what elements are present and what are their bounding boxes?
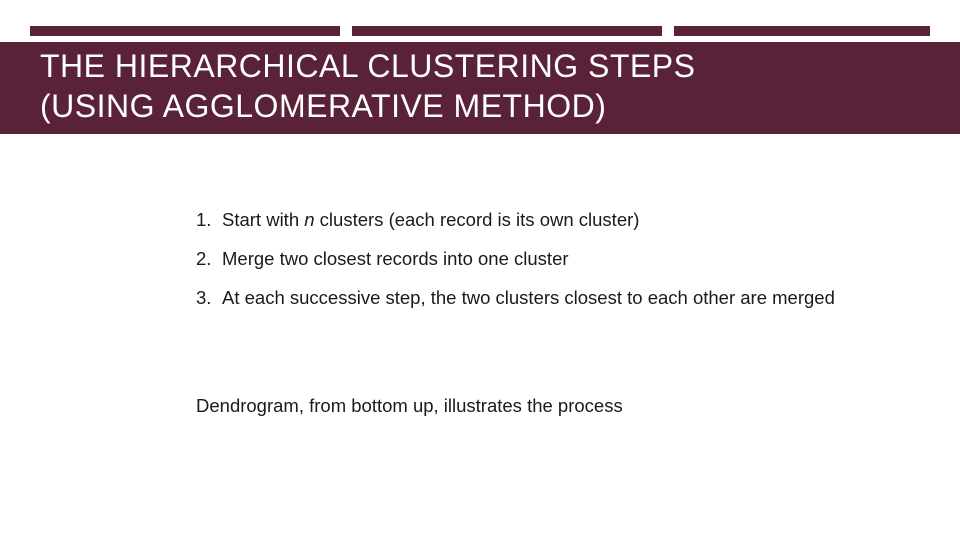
top-accent-bar	[30, 26, 930, 36]
slide: THE HIERARCHICAL CLUSTERING STEPS (USING…	[0, 0, 960, 540]
accent-gap	[662, 26, 674, 36]
content-list: 1. Start with n clusters (each record is…	[196, 208, 900, 325]
slide-title-line2: (USING AGGLOMERATIVE METHOD)	[40, 86, 920, 126]
accent-segment	[674, 26, 930, 36]
list-number: 3.	[196, 286, 222, 311]
list-body: Merge two closest records into one clust…	[222, 247, 900, 272]
list-body: At each successive step, the two cluster…	[222, 286, 900, 311]
list-number: 2.	[196, 247, 222, 272]
list-text-suffix: clusters (each record is its own cluster…	[315, 209, 640, 230]
list-number: 1.	[196, 208, 222, 233]
footer-text: Dendrogram, from bottom up, illustrates …	[196, 395, 900, 417]
list-item: 2. Merge two closest records into one cl…	[196, 247, 900, 272]
title-band: THE HIERARCHICAL CLUSTERING STEPS (USING…	[0, 42, 960, 134]
accent-gap	[340, 26, 352, 36]
list-text-prefix: Start with	[222, 209, 304, 230]
list-text-emph: n	[304, 209, 314, 230]
list-body: Start with n clusters (each record is it…	[222, 208, 900, 233]
list-text-prefix: Merge two closest records into one clust…	[222, 248, 569, 269]
list-text-prefix: At each successive step, the two cluster…	[222, 287, 835, 308]
list-item: 3. At each successive step, the two clus…	[196, 286, 900, 311]
accent-segment	[352, 26, 662, 36]
accent-segment	[30, 26, 340, 36]
list-item: 1. Start with n clusters (each record is…	[196, 208, 900, 233]
slide-title-line1: THE HIERARCHICAL CLUSTERING STEPS	[40, 46, 920, 86]
